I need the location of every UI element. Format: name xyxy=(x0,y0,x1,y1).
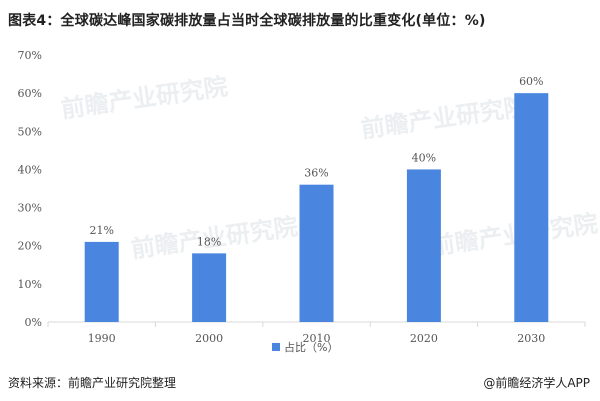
y-tick-label: 20% xyxy=(18,240,42,253)
x-tick-label: 1990 xyxy=(88,332,116,345)
y-tick-label: 50% xyxy=(18,125,42,138)
y-tick-label: 30% xyxy=(18,202,42,215)
chart-title: 图表4：全球碳达峰国家碳排放量占当时全球碳排放量的比重变化(单位：%) xyxy=(8,13,486,29)
y-tick-label: 70% xyxy=(18,49,42,62)
y-tick-label: 40% xyxy=(18,163,42,176)
x-tick-label: 2030 xyxy=(517,332,545,345)
bar xyxy=(192,253,227,322)
brand-credit: @前瞻经济学人APP xyxy=(483,374,590,391)
x-tick-label: 2000 xyxy=(195,332,223,345)
source-note: 资料来源：前瞻产业研究院整理 xyxy=(8,376,177,390)
legend-swatch xyxy=(272,343,280,351)
bar xyxy=(514,93,549,323)
x-tick-label: 2020 xyxy=(410,332,438,345)
data-label: 60% xyxy=(519,75,543,88)
bar xyxy=(299,184,334,322)
brand-label: @前瞻经济学人APP xyxy=(483,376,590,390)
y-tick-label: 10% xyxy=(18,278,42,291)
legend-label: 占比（%） xyxy=(284,340,338,354)
y-tick-label: 60% xyxy=(18,87,42,100)
bar xyxy=(84,241,119,322)
bar xyxy=(406,169,441,322)
y-tick-label: 0% xyxy=(25,316,42,329)
data-label: 40% xyxy=(412,151,436,164)
data-label: 36% xyxy=(304,167,328,180)
data-label: 21% xyxy=(89,224,113,237)
x-tick-label: 2010 xyxy=(303,332,331,345)
data-label: 18% xyxy=(197,235,221,248)
